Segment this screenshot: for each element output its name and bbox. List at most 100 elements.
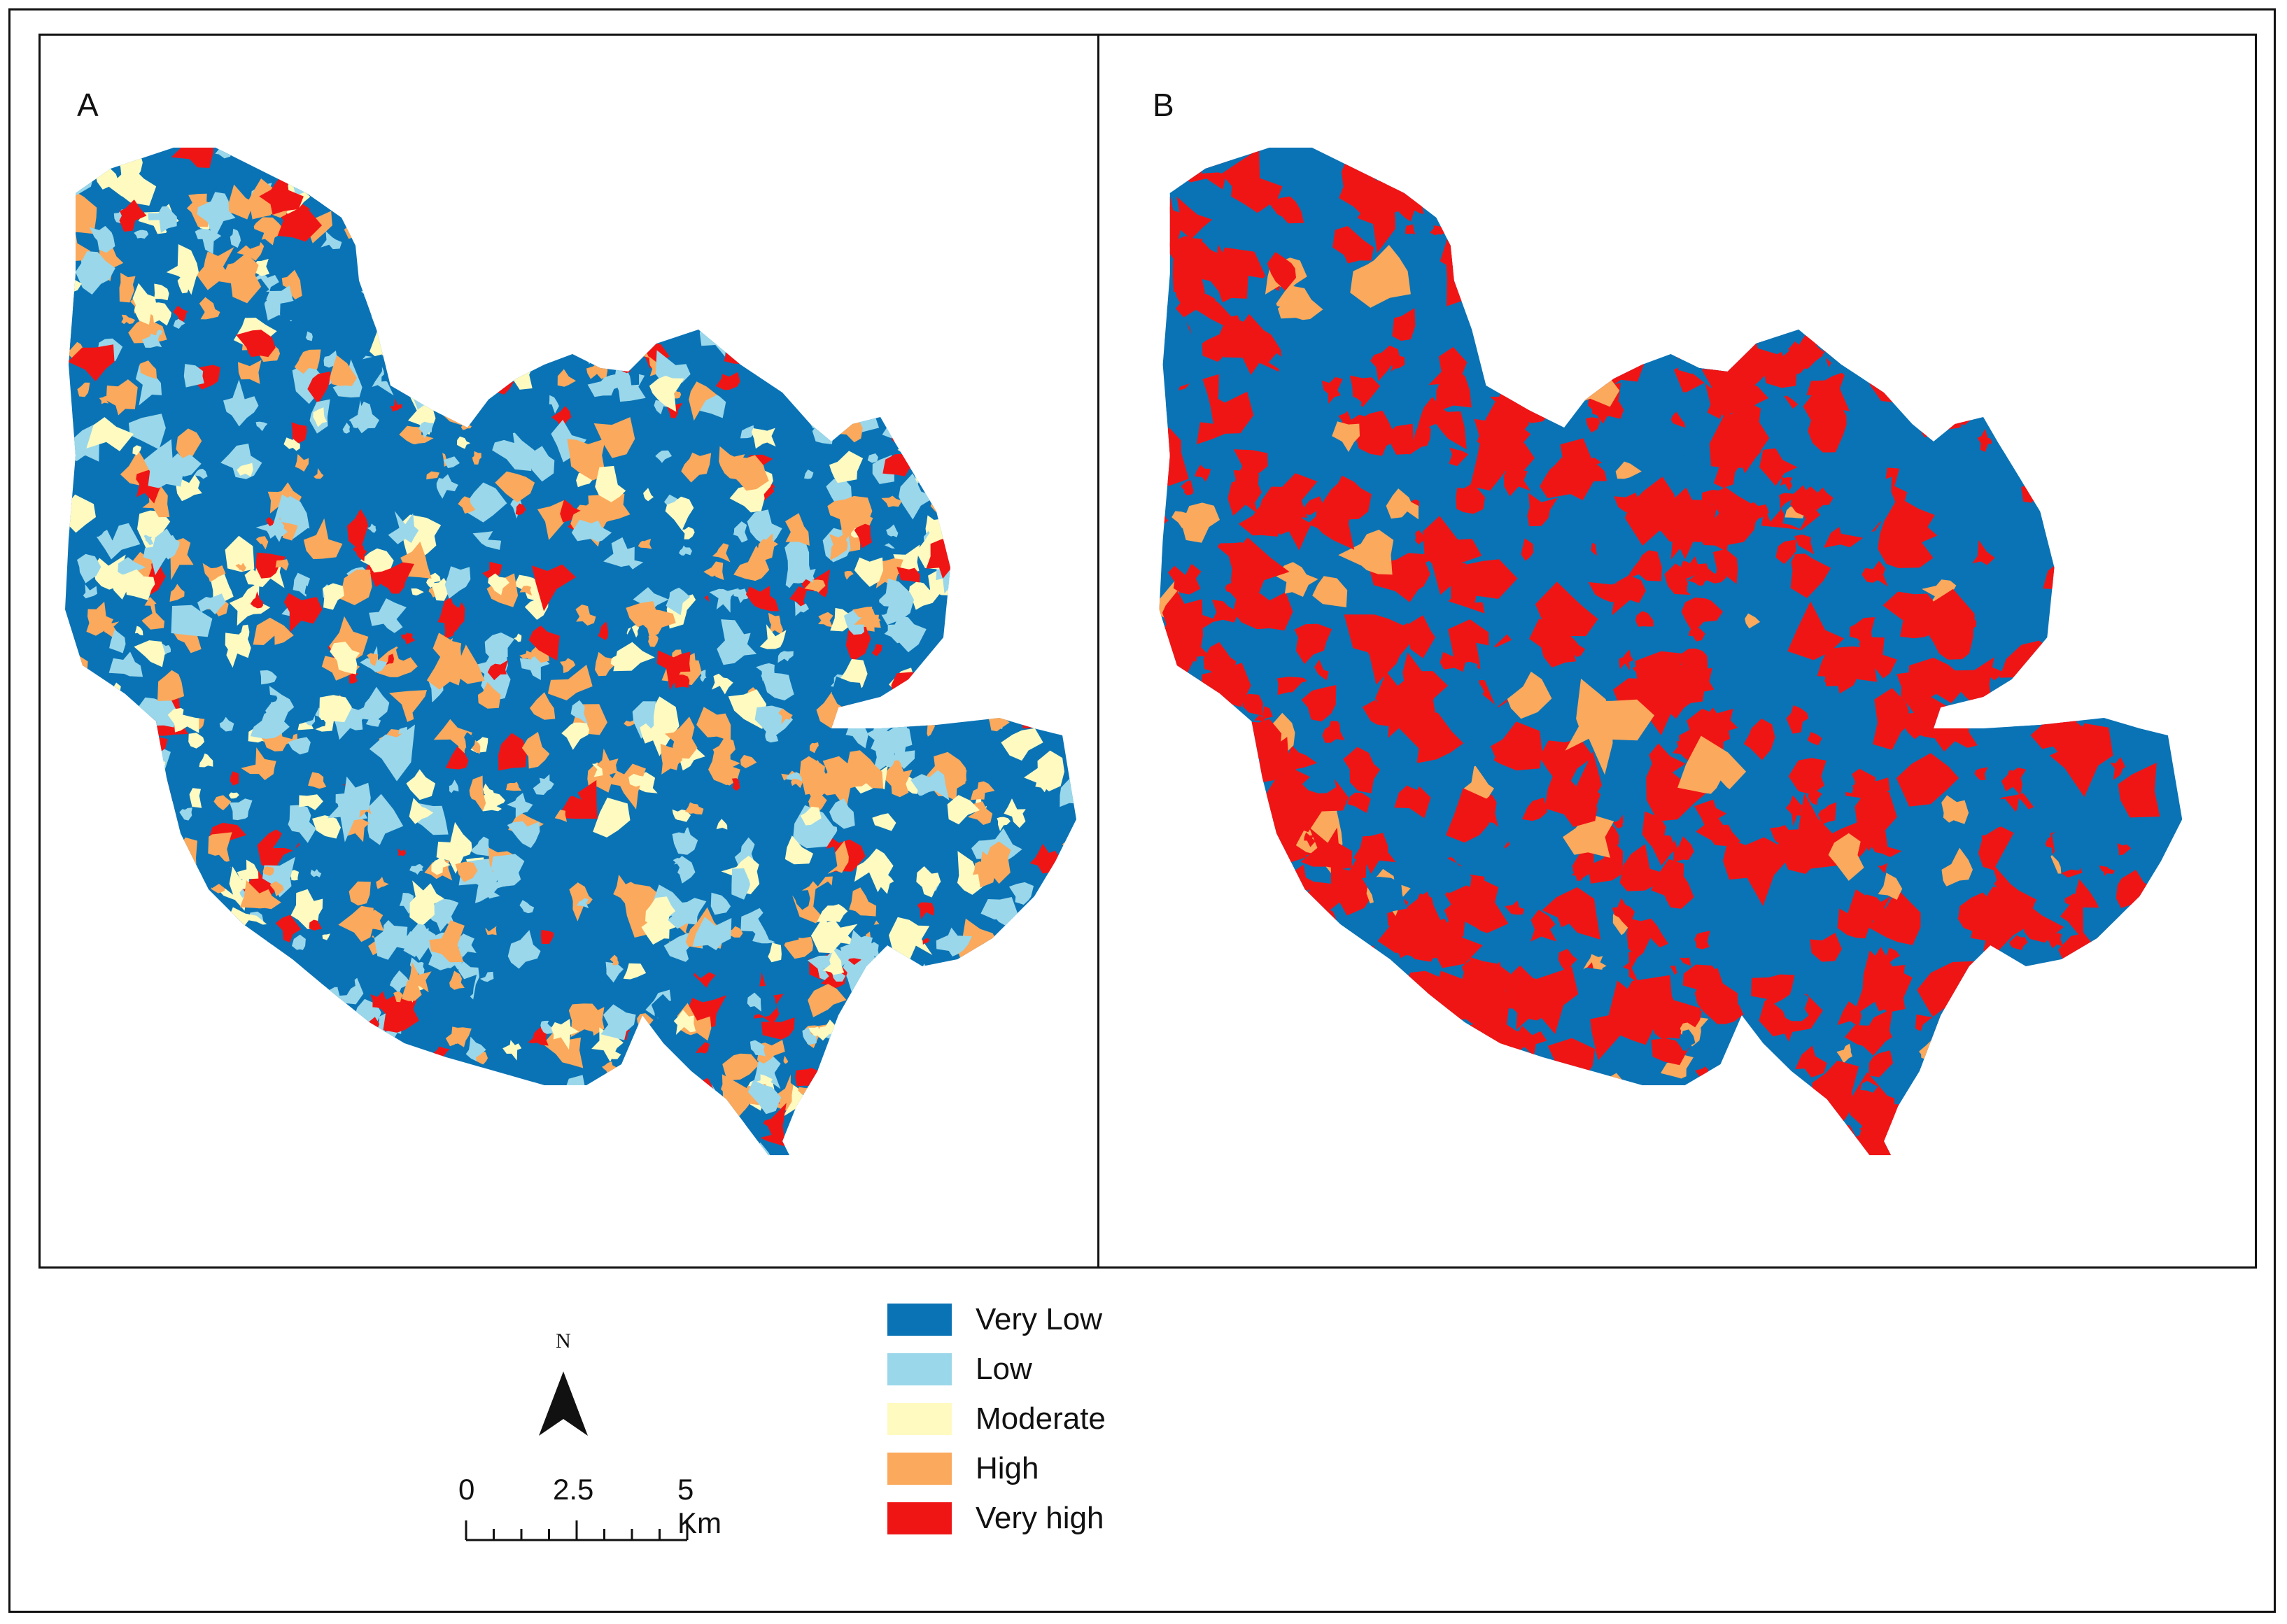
map-a-patch — [307, 372, 331, 404]
map-a-patch — [173, 318, 185, 329]
map-b-patch — [2099, 866, 2116, 877]
map-a-patch — [882, 768, 913, 798]
map-a-patch — [338, 905, 374, 942]
map-a-patch — [312, 815, 341, 839]
map-a-patch — [866, 299, 910, 338]
map-a-patch — [733, 521, 748, 543]
map-a-patch — [1074, 256, 1076, 271]
map-a-patch — [860, 182, 886, 209]
map-a-patch — [411, 588, 424, 596]
map-b-patch — [2000, 148, 2015, 155]
map-b-patch — [2027, 1105, 2047, 1134]
map-a-patch — [964, 984, 976, 994]
map-a-patch — [1078, 1042, 1086, 1053]
map-a-patch — [85, 750, 101, 763]
map-b-patch — [1978, 825, 2016, 873]
map-b-patch — [1973, 248, 2022, 294]
map-a-patch — [297, 148, 330, 169]
map-a-patch — [911, 148, 943, 166]
map-a-patch — [148, 206, 177, 233]
map-b-patch — [1631, 935, 1687, 984]
map-a-patch — [638, 251, 668, 282]
map-a-patch — [880, 948, 899, 963]
map-a-patch — [1038, 533, 1065, 556]
map-a-patch — [762, 312, 801, 347]
map-b-patch — [1710, 780, 1731, 805]
map-a-patch — [335, 150, 377, 205]
map-a-patch — [353, 544, 367, 562]
map-b-patch — [1774, 993, 1809, 1022]
map-a-patch — [822, 756, 857, 787]
map-a-patch — [854, 1024, 882, 1052]
map-a-patch — [905, 1044, 936, 1068]
map-b-patch — [2087, 235, 2106, 247]
map-a-patch — [927, 380, 976, 408]
map-a-patch — [374, 157, 414, 178]
map-a-patch — [1024, 458, 1043, 471]
map-a-patch — [882, 415, 920, 439]
map-b-patch — [2015, 173, 2041, 208]
map-b-patch — [1174, 148, 1196, 166]
map-a-patch — [936, 330, 973, 360]
map-a-patch — [469, 775, 486, 812]
map-a-patch — [392, 1106, 426, 1145]
map-a-patch — [119, 272, 136, 303]
map-a-patch — [393, 991, 404, 1003]
map-panel-b: B — [1099, 36, 2255, 1266]
map-a-patch — [194, 469, 208, 479]
map-a-patch — [801, 315, 812, 325]
map-a-patch — [65, 805, 97, 835]
map-b-patch — [1312, 576, 1348, 607]
map-a-patch — [204, 445, 215, 455]
map-a-patch — [109, 772, 135, 799]
map-a-patch — [907, 830, 920, 848]
map-b-patch — [1978, 1113, 2033, 1155]
map-a-patch — [236, 330, 276, 358]
map-a-patch — [1004, 401, 1029, 437]
map-a-patch — [310, 996, 328, 1017]
map-a-patch — [656, 650, 691, 691]
map-b-patch — [1586, 332, 1613, 376]
map-b-patch — [1470, 431, 1535, 491]
map-a-patch — [65, 683, 76, 707]
map-a-patch — [360, 686, 390, 721]
map-b-patch — [1878, 497, 1935, 568]
map-a-patch — [958, 427, 989, 453]
map-a-patch — [1048, 219, 1076, 246]
map-a-patch — [1035, 775, 1048, 793]
map-a-patch — [515, 503, 526, 516]
map-b-patch — [1971, 198, 1996, 227]
map-b-patch — [1558, 949, 1577, 974]
map-b-patch — [1897, 671, 1939, 716]
map-a-patch — [1010, 1076, 1050, 1123]
map-a-patch — [613, 874, 644, 908]
map-a-patch — [164, 866, 185, 886]
map-a-patch — [162, 837, 197, 887]
map-a-patch — [649, 376, 684, 412]
map-a-patch — [1013, 185, 1033, 201]
map-a-patch — [237, 211, 265, 249]
map-a-patch — [903, 411, 913, 423]
map-a-patch — [812, 1149, 827, 1155]
map-a-patch — [859, 153, 878, 175]
map-b-patch — [2064, 814, 2092, 859]
map-a-patch — [848, 283, 885, 309]
map-b-patch — [1694, 799, 1727, 826]
map-b-patch — [1682, 439, 1709, 460]
map-b-patch — [1544, 348, 1586, 405]
map-a-patch — [122, 803, 157, 838]
map-a-patch — [76, 834, 120, 879]
map-b-patch — [1942, 896, 1957, 911]
map-a-patch — [349, 354, 382, 407]
map-b-patch — [1106, 1010, 1153, 1060]
map-a-patch — [804, 579, 826, 593]
map-b-patch — [1563, 813, 1614, 858]
map-b-patch — [1613, 814, 1624, 829]
map-a-patch — [884, 409, 896, 421]
map-b-patch — [1682, 1117, 1703, 1143]
map-b-patch — [1586, 194, 1620, 236]
map-b-patch — [2118, 763, 2160, 818]
map-b-patch — [1206, 657, 1220, 675]
map-b-patch — [1745, 1103, 1817, 1155]
map-a-patch — [984, 571, 1003, 592]
